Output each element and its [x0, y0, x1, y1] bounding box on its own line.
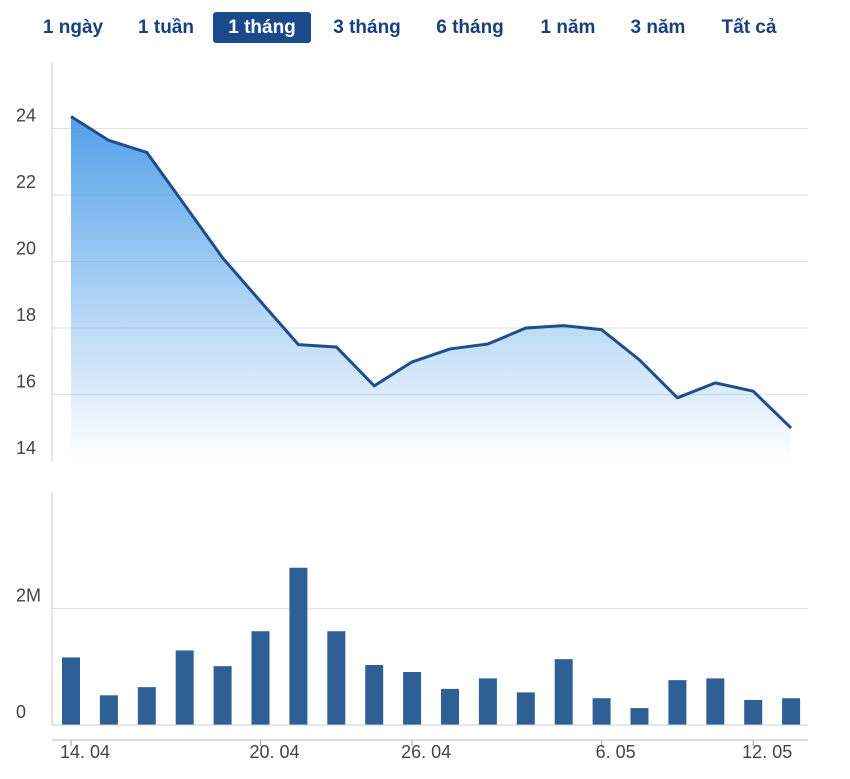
volume-bar: [744, 699, 763, 725]
y-tick-label: 0: [16, 702, 26, 722]
y-tick-label: 16: [16, 371, 36, 391]
x-tick-label: 14. 04: [60, 742, 110, 762]
range-tab[interactable]: 1 tuần: [138, 17, 194, 38]
range-tab[interactable]: 3 năm: [631, 17, 686, 38]
tab-label: Tất cả: [722, 17, 777, 38]
volume-bar: [137, 687, 156, 725]
volume-bar: [365, 665, 384, 725]
y-tick-label: 18: [16, 305, 36, 325]
x-tick-label: 6. 05: [596, 742, 636, 762]
y-tick-label: 22: [16, 172, 36, 192]
tab-label: 6 tháng: [436, 17, 504, 38]
volume-bar: [668, 680, 687, 725]
x-tick-label: 26. 04: [401, 742, 451, 762]
tab-label: 1 tuần: [138, 17, 194, 38]
price-area: [71, 116, 792, 461]
range-tab[interactable]: 1 ngày: [43, 17, 104, 38]
y-tick-label: 20: [16, 238, 36, 258]
tab-label: 3 năm: [631, 17, 686, 38]
volume-bar: [516, 692, 535, 725]
x-tick-label: 20. 04: [249, 742, 299, 762]
x-tick-label: 12. 05: [742, 742, 792, 762]
volume-bar: [251, 631, 270, 725]
range-tab[interactable]: 6 tháng: [436, 17, 504, 38]
y-tick-label: 24: [16, 105, 36, 125]
active-tab-bg: [213, 12, 311, 43]
volume-bar: [289, 567, 308, 725]
volume-bar: [706, 678, 725, 725]
volume-bar: [327, 631, 346, 725]
volume-bar: [478, 678, 497, 725]
tab-label: 1 tháng: [228, 17, 296, 38]
volume-bar: [554, 659, 573, 725]
range-tab[interactable]: Tất cả: [722, 17, 777, 38]
volume-bar: [403, 671, 422, 725]
volume-bar: [213, 666, 232, 725]
y-tick-label: 14: [16, 438, 36, 458]
range-tab[interactable]: 3 tháng: [333, 17, 401, 38]
tab-label: 1 ngày: [43, 17, 104, 38]
volume-bar: [630, 708, 649, 725]
range-tabs: 1 ngày 1 tuần 1 tháng 3 tháng 6 tháng 1 năm 3 …: [43, 12, 777, 43]
volume-bar: [592, 698, 611, 725]
tab-label: 1 năm: [541, 17, 596, 38]
y-tick-label: 2M: [16, 585, 41, 605]
range-tab[interactable]: 1 tháng: [213, 12, 311, 43]
price-line: [70, 115, 793, 430]
volume-bar: [62, 657, 80, 725]
tab-label: 3 tháng: [333, 17, 401, 38]
volume-bar: [99, 695, 118, 725]
volume-bar: [441, 688, 459, 725]
volume-bar: [175, 650, 194, 725]
volume-bar: [782, 698, 801, 725]
range-tab[interactable]: 1 năm: [541, 17, 596, 38]
